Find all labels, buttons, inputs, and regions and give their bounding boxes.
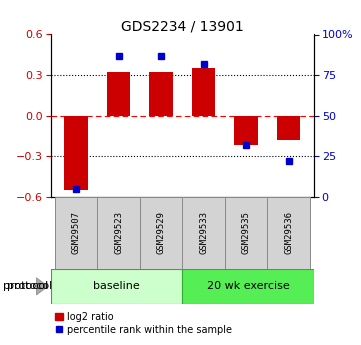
Bar	[267, 197, 310, 269]
Bar	[149, 72, 173, 116]
Bar	[182, 197, 225, 269]
Bar	[192, 68, 215, 116]
Title: GDS2234 / 13901: GDS2234 / 13901	[121, 19, 244, 33]
Text: GSM29535: GSM29535	[242, 211, 251, 254]
Bar	[107, 72, 130, 116]
Bar	[64, 116, 88, 190]
Text: GSM29533: GSM29533	[199, 211, 208, 254]
Bar	[97, 197, 140, 269]
Bar	[277, 116, 300, 140]
Text: GSM29507: GSM29507	[72, 211, 81, 254]
Text: GSM29523: GSM29523	[114, 211, 123, 254]
Text: protocol: protocol	[3, 282, 48, 291]
Text: GSM29536: GSM29536	[284, 211, 293, 254]
Bar	[225, 197, 268, 269]
Text: 20 wk exercise: 20 wk exercise	[207, 282, 290, 291]
Text: protocol: protocol	[7, 282, 52, 291]
Bar	[55, 197, 98, 269]
Legend: log2 ratio, percentile rank within the sample: log2 ratio, percentile rank within the s…	[55, 312, 232, 335]
Bar	[140, 197, 183, 269]
Bar	[51, 269, 182, 304]
Text: GSM29529: GSM29529	[157, 211, 166, 254]
Bar	[182, 269, 314, 304]
Bar	[234, 116, 258, 145]
Text: baseline: baseline	[93, 282, 140, 291]
Polygon shape	[36, 278, 48, 295]
